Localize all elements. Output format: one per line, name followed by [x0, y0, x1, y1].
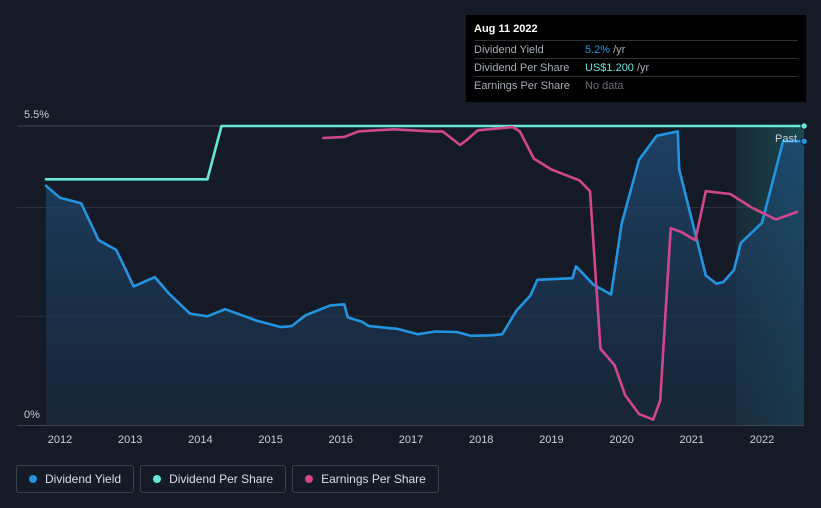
x-tick-label: 2018	[469, 434, 493, 446]
series-lines	[44, 122, 808, 421]
legend-dot-icon	[29, 475, 37, 483]
dividend-yield-area	[46, 131, 805, 425]
x-tick-label: 2019	[539, 434, 563, 446]
legend-label: Dividend Yield	[45, 472, 122, 486]
tooltip-value: US$1.200	[585, 61, 634, 74]
tooltip-label: Dividend Yield	[474, 43, 544, 56]
tooltip-label: Dividend Per Share	[474, 61, 570, 74]
legend-item-earnings-per-share[interactable]: Earnings Per Share	[292, 465, 439, 493]
axis-labels: 5.5% 0% 2012 2013 2014 2015 2016 2017 2018 2019 20…	[24, 109, 797, 446]
x-tick-label: 2020	[609, 434, 633, 446]
x-tick-label: 2014	[188, 434, 212, 446]
tooltip-label: Earnings Per Share	[474, 79, 570, 92]
tooltip-unit: /yr	[613, 43, 626, 56]
tooltip-unit: /yr	[636, 61, 650, 74]
y-axis-bottom-label: 0%	[24, 409, 40, 421]
dividend-per-share-line	[44, 124, 806, 181]
tooltip-date: Aug 11 2022	[474, 23, 538, 35]
tooltip-value: 5.2%	[585, 43, 611, 56]
x-tick-label: 2013	[118, 434, 142, 446]
earnings-per-share-line	[322, 125, 799, 421]
legend-item-dividend-per-share[interactable]: Dividend Per Share	[140, 465, 287, 493]
x-tick-label: 2015	[258, 434, 282, 446]
x-tick-label: 2021	[680, 434, 704, 446]
x-tick-label: 2017	[399, 434, 423, 446]
tooltip-row-dividend-per-share: Dividend Per Share US$1.200 /yr	[474, 58, 798, 76]
legend-label: Dividend Per Share	[169, 472, 274, 486]
dividend-yield-line	[44, 130, 806, 338]
y-axis-top-label: 5.5%	[24, 109, 49, 121]
dividend-per-share-end-marker	[800, 122, 808, 130]
legend: Dividend Yield Dividend Per Share Earnin…	[16, 465, 439, 493]
x-tick-label: 2022	[750, 434, 774, 446]
dividend-yield-end-marker	[800, 137, 808, 145]
past-label: Past	[775, 133, 797, 145]
legend-label: Earnings Per Share	[321, 472, 426, 486]
tooltip-panel: Aug 11 2022 Dividend Yield 5.2% /yr Divi…	[466, 15, 806, 102]
x-tick-label: 2012	[48, 434, 72, 446]
legend-item-dividend-yield[interactable]: Dividend Yield	[16, 465, 135, 493]
yield-area	[46, 131, 805, 425]
legend-dot-icon	[153, 475, 162, 483]
legend-dot-icon	[305, 475, 314, 483]
tooltip-row-earnings-per-share: Earnings Per Share No data	[474, 76, 798, 94]
tooltip-value: No data	[585, 79, 624, 92]
tooltip-row-dividend-yield: Dividend Yield 5.2% /yr	[474, 40, 798, 58]
x-tick-label: 2016	[329, 434, 353, 446]
